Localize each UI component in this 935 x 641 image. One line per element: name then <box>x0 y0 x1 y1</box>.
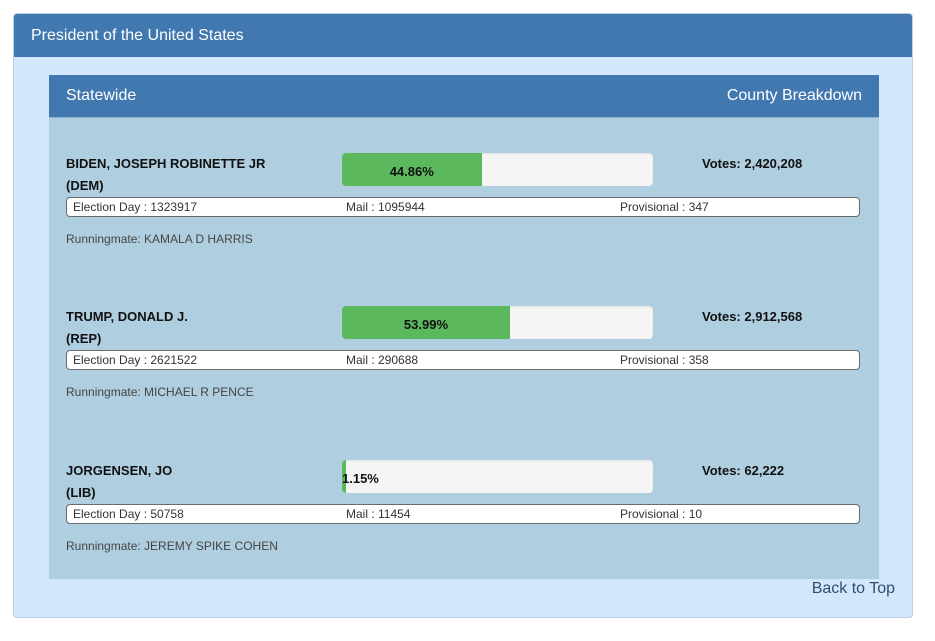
provisional-votes: Provisional : 10 <box>620 507 703 521</box>
candidate-name: BIDEN, JOSEPH ROBINETTE JR <box>66 156 266 171</box>
vote-share-percent: 53.99% <box>403 317 448 332</box>
candidate-row: JORGENSEN, JO (LIB) 1.15% Votes: 62,222 … <box>49 460 879 570</box>
vote-share-bar: 53.99% <box>342 306 653 339</box>
race-title: President of the United States <box>14 14 912 57</box>
vote-share-fill <box>342 460 346 493</box>
runningmate: Runningmate: JEREMY SPIKE COHEN <box>66 539 278 553</box>
provisional-votes: Provisional : 347 <box>620 200 709 214</box>
vote-share-percent: 1.15% <box>342 471 379 486</box>
vote-total: Votes: 2,912,568 <box>702 309 803 324</box>
runningmate: Runningmate: KAMALA D HARRIS <box>66 232 253 246</box>
vote-total: Votes: 2,420,208 <box>702 156 803 171</box>
mail-votes: Mail : 290688 <box>346 353 419 367</box>
election-day-votes: Election Day : 2621522 <box>73 353 198 367</box>
mail-votes: Mail : 1095944 <box>346 200 425 214</box>
statewide-label: Statewide <box>66 87 137 104</box>
vote-share-percent: 44.86% <box>389 164 434 179</box>
candidate-name: JORGENSEN, JO <box>66 463 173 478</box>
candidate-row: BIDEN, JOSEPH ROBINETTE JR (DEM) 44.86% … <box>49 153 879 263</box>
candidate-name: TRUMP, DONALD J. <box>66 309 188 324</box>
mail-votes: Mail : 11454 <box>346 507 411 521</box>
race-panel: President of the United States Statewide… <box>13 13 913 618</box>
vote-breakdown: Election Day : 1323917 Mail : 1095944 Pr… <box>66 197 860 217</box>
vote-total: Votes: 62,222 <box>702 463 785 478</box>
back-to-top-link[interactable]: Back to Top <box>811 580 895 597</box>
provisional-votes: Provisional : 358 <box>620 353 709 367</box>
vote-breakdown: Election Day : 50758 Mail : 11454 Provis… <box>66 504 860 524</box>
results-header: Statewide County Breakdown <box>49 75 879 118</box>
candidate-row: TRUMP, DONALD J. (REP) 53.99% Votes: 2,9… <box>49 306 879 416</box>
results-panel: Statewide County Breakdown BIDEN, JOSEPH… <box>49 75 879 579</box>
county-breakdown-link[interactable]: County Breakdown <box>726 87 862 104</box>
vote-share-bar: 44.86% <box>342 153 653 186</box>
vote-share-fill <box>342 153 482 186</box>
election-day-votes: Election Day : 1323917 <box>73 200 198 214</box>
vote-breakdown: Election Day : 2621522 Mail : 290688 Pro… <box>66 350 860 370</box>
candidate-party: (DEM) <box>66 178 104 193</box>
election-day-votes: Election Day : 50758 <box>73 507 184 521</box>
runningmate: Runningmate: MICHAEL R PENCE <box>66 385 254 399</box>
candidate-party: (REP) <box>66 331 102 346</box>
vote-share-bar: 1.15% <box>342 460 653 493</box>
candidate-party: (LIB) <box>66 485 96 500</box>
vote-share-fill <box>342 306 510 339</box>
